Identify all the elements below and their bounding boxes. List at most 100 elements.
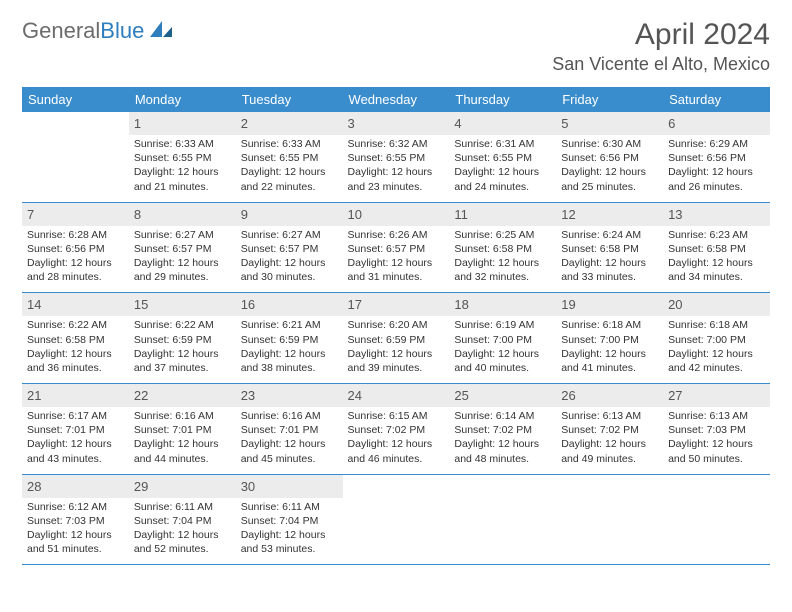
day-details: Sunrise: 6:17 AMSunset: 7:01 PMDaylight:… — [27, 409, 124, 466]
day-number: 30 — [241, 477, 338, 496]
day-number: 29 — [134, 477, 231, 496]
daynum-bar: 20 — [663, 293, 770, 316]
day-cell: 29 Sunrise: 6:11 AMSunset: 7:04 PMDayligh… — [129, 474, 236, 565]
day-number: 6 — [668, 114, 765, 133]
daynum-bar: 27 — [663, 384, 770, 407]
day-details: Sunrise: 6:19 AMSunset: 7:00 PMDaylight:… — [454, 318, 551, 375]
day-details: Sunrise: 6:29 AMSunset: 6:56 PMDaylight:… — [668, 137, 765, 194]
daynum-bar: 25 — [449, 384, 556, 407]
day-cell: 8Sunrise: 6:27 AMSunset: 6:57 PMDaylight… — [129, 202, 236, 293]
day-cell: 2Sunrise: 6:33 AMSunset: 6:55 PMDaylight… — [236, 112, 343, 202]
week-row: 28 Sunrise: 6:12 AMSunset: 7:03 PMDayligh… — [22, 474, 770, 565]
day-cell: 12Sunrise: 6:24 AMSunset: 6:58 PMDayligh… — [556, 202, 663, 293]
day-cell: 6 Sunrise: 6:29 AMSunset: 6:56 PMDaylight… — [663, 112, 770, 202]
day-details: Sunrise: 6:21 AMSunset: 6:59 PMDaylight:… — [241, 318, 338, 375]
day-details: Sunrise: 6:13 AMSunset: 7:02 PMDaylight:… — [561, 409, 658, 466]
weekday-header: Sunday — [22, 87, 129, 112]
day-details: Sunrise: 6:13 AMSunset: 7:03 PMDaylight:… — [668, 409, 765, 466]
calendar-table: SundayMondayTuesdayWednesdayThursdayFrid… — [22, 87, 770, 565]
logo-part2: Blue — [100, 18, 144, 43]
day-details: Sunrise: 6:20 AMSunset: 6:59 PMDaylight:… — [348, 318, 445, 375]
daynum-bar: 18 — [449, 293, 556, 316]
day-number: 3 — [348, 114, 445, 133]
day-number: 25 — [454, 386, 551, 405]
day-cell: 3 Sunrise: 6:32 AMSunset: 6:55 PMDaylight… — [343, 112, 450, 202]
day-details: Sunrise: 6:18 AMSunset: 7:00 PMDaylight:… — [668, 318, 765, 375]
weekday-header: Wednesday — [343, 87, 450, 112]
daynum-bar: 21 — [22, 384, 129, 407]
day-cell: 5Sunrise: 6:30 AMSunset: 6:56 PMDaylight… — [556, 112, 663, 202]
weekday-header-row: SundayMondayTuesdayWednesdayThursdayFrid… — [22, 87, 770, 112]
daynum-bar: 2 — [236, 112, 343, 135]
day-number: 24 — [348, 386, 445, 405]
day-cell: 9 Sunrise: 6:27 AMSunset: 6:57 PMDaylight… — [236, 202, 343, 293]
day-cell: 19 Sunrise: 6:18 AMSunset: 7:00 PMDayligh… — [556, 293, 663, 384]
daynum-bar: 10 — [343, 203, 450, 226]
weekday-header: Friday — [556, 87, 663, 112]
week-row: 14Sunrise: 6:22 AMSunset: 6:58 PMDayligh… — [22, 293, 770, 384]
day-cell: 22Sunrise: 6:16 AMSunset: 7:01 PMDayligh… — [129, 384, 236, 475]
weekday-header: Tuesday — [236, 87, 343, 112]
daynum-bar: 6 — [663, 112, 770, 135]
daynum-bar: 28 — [22, 475, 129, 498]
daynum-bar: 12 — [556, 203, 663, 226]
week-row: 7Sunrise: 6:28 AMSunset: 6:56 PMDaylight… — [22, 202, 770, 293]
day-number: 5 — [561, 114, 658, 133]
location: San Vicente el Alto, Mexico — [552, 54, 770, 75]
daynum-bar: 13 — [663, 203, 770, 226]
day-cell: 4Sunrise: 6:31 AMSunset: 6:55 PMDaylight… — [449, 112, 556, 202]
day-cell: 30Sunrise: 6:11 AMSunset: 7:04 PMDayligh… — [236, 474, 343, 565]
calendar-body: 1Sunrise: 6:33 AMSunset: 6:55 PMDaylight… — [22, 112, 770, 565]
daynum-bar: 11 — [449, 203, 556, 226]
day-cell — [449, 474, 556, 565]
day-number: 18 — [454, 295, 551, 314]
weekday-header: Saturday — [663, 87, 770, 112]
day-details: Sunrise: 6:11 AMSunset: 7:04 PMDaylight:… — [134, 500, 231, 557]
day-number: 2 — [241, 114, 338, 133]
month-title: April 2024 — [552, 18, 770, 52]
day-cell: 23Sunrise: 6:16 AMSunset: 7:01 PMDayligh… — [236, 384, 343, 475]
day-details: Sunrise: 6:24 AMSunset: 6:58 PMDaylight:… — [561, 228, 658, 285]
daynum-bar: 9 — [236, 203, 343, 226]
day-number: 1 — [134, 114, 231, 133]
day-cell: 11Sunrise: 6:25 AMSunset: 6:58 PMDayligh… — [449, 202, 556, 293]
day-number: 8 — [134, 205, 231, 224]
day-number: 21 — [27, 386, 124, 405]
day-number: 28 — [27, 477, 124, 496]
day-cell: 18 Sunrise: 6:19 AMSunset: 7:00 PMDayligh… — [449, 293, 556, 384]
day-cell: 25Sunrise: 6:14 AMSunset: 7:02 PMDayligh… — [449, 384, 556, 475]
day-cell: 27Sunrise: 6:13 AMSunset: 7:03 PMDayligh… — [663, 384, 770, 475]
day-number: 7 — [27, 205, 124, 224]
daynum-bar: 24 — [343, 384, 450, 407]
daynum-bar: 1 — [129, 112, 236, 135]
daynum-bar: 16 — [236, 293, 343, 316]
day-details: Sunrise: 6:27 AMSunset: 6:57 PMDaylight:… — [241, 228, 338, 285]
title-block: April 2024 San Vicente el Alto, Mexico — [552, 18, 770, 75]
daynum-bar: 29 — [129, 475, 236, 498]
day-details: Sunrise: 6:31 AMSunset: 6:55 PMDaylight:… — [454, 137, 551, 194]
day-number: 19 — [561, 295, 658, 314]
day-number: 26 — [561, 386, 658, 405]
day-number: 9 — [241, 205, 338, 224]
weekday-header: Monday — [129, 87, 236, 112]
day-cell: 24 Sunrise: 6:15 AMSunset: 7:02 PMDayligh… — [343, 384, 450, 475]
day-cell: 7Sunrise: 6:28 AMSunset: 6:56 PMDaylight… — [22, 202, 129, 293]
daynum-bar: 15 — [129, 293, 236, 316]
day-cell: 1Sunrise: 6:33 AMSunset: 6:55 PMDaylight… — [129, 112, 236, 202]
daynum-bar: 5 — [556, 112, 663, 135]
day-details: Sunrise: 6:12 AMSunset: 7:03 PMDaylight:… — [27, 500, 124, 557]
day-details: Sunrise: 6:23 AMSunset: 6:58 PMDaylight:… — [668, 228, 765, 285]
day-cell: 26 Sunrise: 6:13 AMSunset: 7:02 PMDayligh… — [556, 384, 663, 475]
day-details: Sunrise: 6:18 AMSunset: 7:00 PMDaylight:… — [561, 318, 658, 375]
day-details: Sunrise: 6:22 AMSunset: 6:59 PMDaylight:… — [134, 318, 231, 375]
day-details: Sunrise: 6:16 AMSunset: 7:01 PMDaylight:… — [241, 409, 338, 466]
day-details: Sunrise: 6:15 AMSunset: 7:02 PMDaylight:… — [348, 409, 445, 466]
day-cell: 16Sunrise: 6:21 AMSunset: 6:59 PMDayligh… — [236, 293, 343, 384]
daynum-bar: 26 — [556, 384, 663, 407]
logo-sail-icon — [148, 19, 174, 44]
header: GeneralBlue April 2024 San Vicente el Al… — [22, 18, 770, 75]
daynum-bar: 30 — [236, 475, 343, 498]
day-cell: 20Sunrise: 6:18 AMSunset: 7:00 PMDayligh… — [663, 293, 770, 384]
day-cell: 28 Sunrise: 6:12 AMSunset: 7:03 PMDayligh… — [22, 474, 129, 565]
day-details: Sunrise: 6:32 AMSunset: 6:55 PMDaylight:… — [348, 137, 445, 194]
